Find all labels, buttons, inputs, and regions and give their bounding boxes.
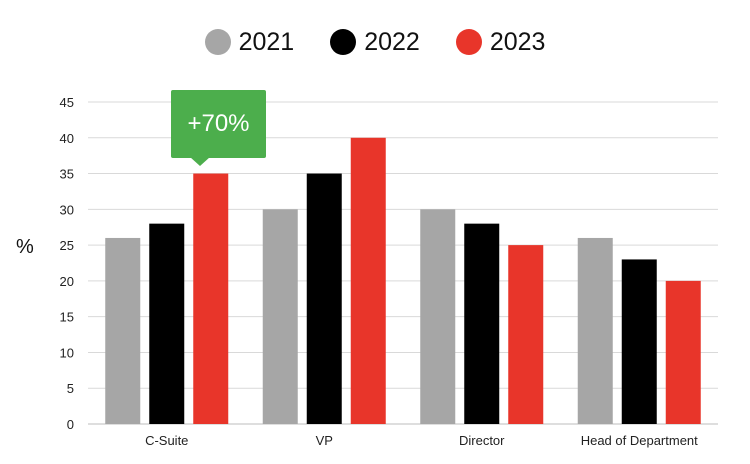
x-tick-label: Director	[459, 433, 505, 448]
y-tick-label: 35	[60, 167, 74, 182]
legend-item-2021: 2021	[204, 27, 295, 57]
y-tick-label: 0	[67, 417, 74, 432]
growth-callout: +70%	[171, 90, 266, 158]
bar	[105, 237, 141, 424]
y-tick-label: 25	[60, 238, 74, 253]
bar	[420, 209, 456, 424]
bar	[621, 259, 657, 424]
y-tick-label: 40	[60, 131, 74, 146]
bar	[306, 173, 342, 424]
legend-item-2022: 2022	[330, 28, 420, 57]
y-tick-label: 15	[60, 310, 74, 325]
y-axis-label: %	[16, 236, 34, 258]
bar	[193, 173, 229, 424]
legend-swatch-2023	[455, 29, 482, 55]
y-tick-label: 30	[60, 202, 74, 217]
legend-swatch-2022	[330, 29, 357, 55]
growth-callout-text: +70%	[187, 110, 250, 137]
bar	[665, 280, 701, 424]
bar	[262, 209, 298, 424]
y-tick-label: 5	[67, 381, 74, 396]
x-tick-label: Head of Department	[581, 433, 698, 448]
bar	[149, 223, 185, 424]
bar	[464, 223, 500, 424]
bar	[350, 137, 386, 424]
bar	[577, 237, 613, 424]
x-tick-label: VP	[316, 433, 333, 448]
x-tick-label: C-Suite	[145, 433, 188, 448]
growth-callout-pointer	[190, 157, 210, 166]
legend-swatch-2021	[204, 29, 231, 55]
legend-label-2021: 2021	[238, 27, 295, 56]
bar	[508, 245, 544, 424]
legend-label-2022: 2022	[364, 27, 420, 56]
y-tick-label: 45	[60, 95, 74, 110]
chart-legend: 2021 2022 2023	[0, 22, 750, 62]
y-tick-label: 20	[60, 274, 74, 289]
legend-label-2023: 2023	[489, 27, 546, 56]
y-tick-label: 10	[60, 345, 74, 360]
legend-item-2023: 2023	[455, 27, 546, 57]
